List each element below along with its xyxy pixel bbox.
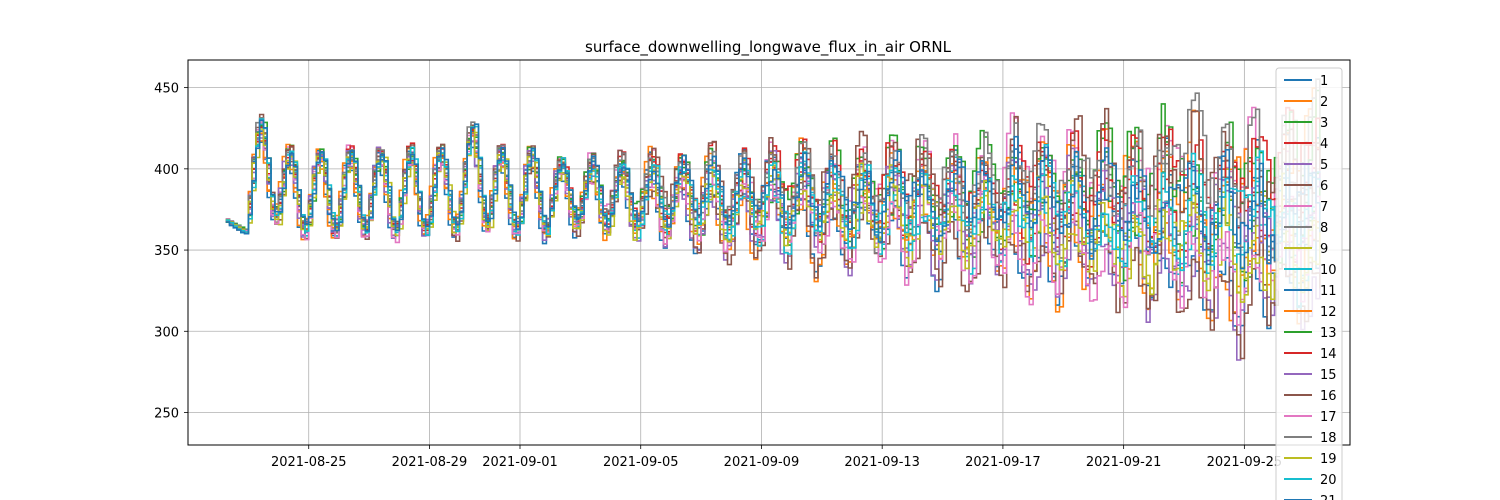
legend-label: 16 — [1320, 389, 1337, 404]
legend-label: 3 — [1320, 116, 1328, 131]
legend: 123456789101112131415161718192021 — [1275, 67, 1343, 500]
plot-frame — [187, 59, 1351, 446]
legend-label: 5 — [1320, 158, 1328, 173]
x-tick-label: 2021-09-01 — [482, 455, 558, 470]
legend-label: 13 — [1320, 326, 1337, 341]
legend-label: 2 — [1320, 95, 1328, 110]
legend-label: 18 — [1320, 431, 1337, 446]
legend-label: 4 — [1320, 137, 1328, 152]
y-tick-label: 400 — [154, 163, 179, 178]
x-tick-label: 2021-08-29 — [392, 455, 468, 470]
y-tick-label: 450 — [154, 82, 179, 97]
legend-label: 20 — [1320, 473, 1337, 488]
legend-label: 17 — [1320, 410, 1337, 425]
legend-label: 10 — [1320, 263, 1337, 278]
legend-label: 21 — [1320, 494, 1337, 500]
x-tick-label: 2021-09-17 — [965, 455, 1041, 470]
legend-label: 12 — [1320, 305, 1337, 320]
x-tick-label: 2021-09-05 — [603, 455, 679, 470]
y-axis: 250 300 350 400 450 — [154, 82, 188, 422]
y-tick-label: 350 — [154, 244, 179, 259]
chart-title: surface_downwelling_longwave_flux_in_air… — [585, 38, 952, 57]
x-tick-label: 2021-09-25 — [1207, 455, 1283, 470]
x-axis: 2021-08-25 2021-08-29 2021-09-01 2021-09-05… — [271, 445, 1282, 470]
legend-label: 11 — [1320, 284, 1337, 299]
legend-label: 19 — [1320, 452, 1337, 467]
legend-label: 15 — [1320, 368, 1337, 383]
legend-label: 8 — [1320, 221, 1328, 236]
series-line-21 — [225, 119, 1321, 266]
series-lines — [225, 78, 1321, 361]
x-tick-label: 2021-09-13 — [844, 455, 920, 470]
legend-box — [1275, 67, 1343, 500]
x-tick-label: 2021-09-21 — [1086, 455, 1162, 470]
legend-label: 14 — [1320, 347, 1337, 362]
y-tick-label: 300 — [154, 325, 179, 340]
legend-label: 7 — [1320, 200, 1328, 215]
legend-label: 6 — [1320, 179, 1328, 194]
legend-label: 9 — [1320, 242, 1328, 257]
legend-label: 1 — [1320, 74, 1328, 89]
x-tick-label: 2021-09-09 — [724, 455, 800, 470]
x-tick-label: 2021-08-25 — [271, 455, 347, 470]
y-tick-label: 250 — [154, 407, 179, 422]
series-line-20 — [225, 118, 1321, 272]
